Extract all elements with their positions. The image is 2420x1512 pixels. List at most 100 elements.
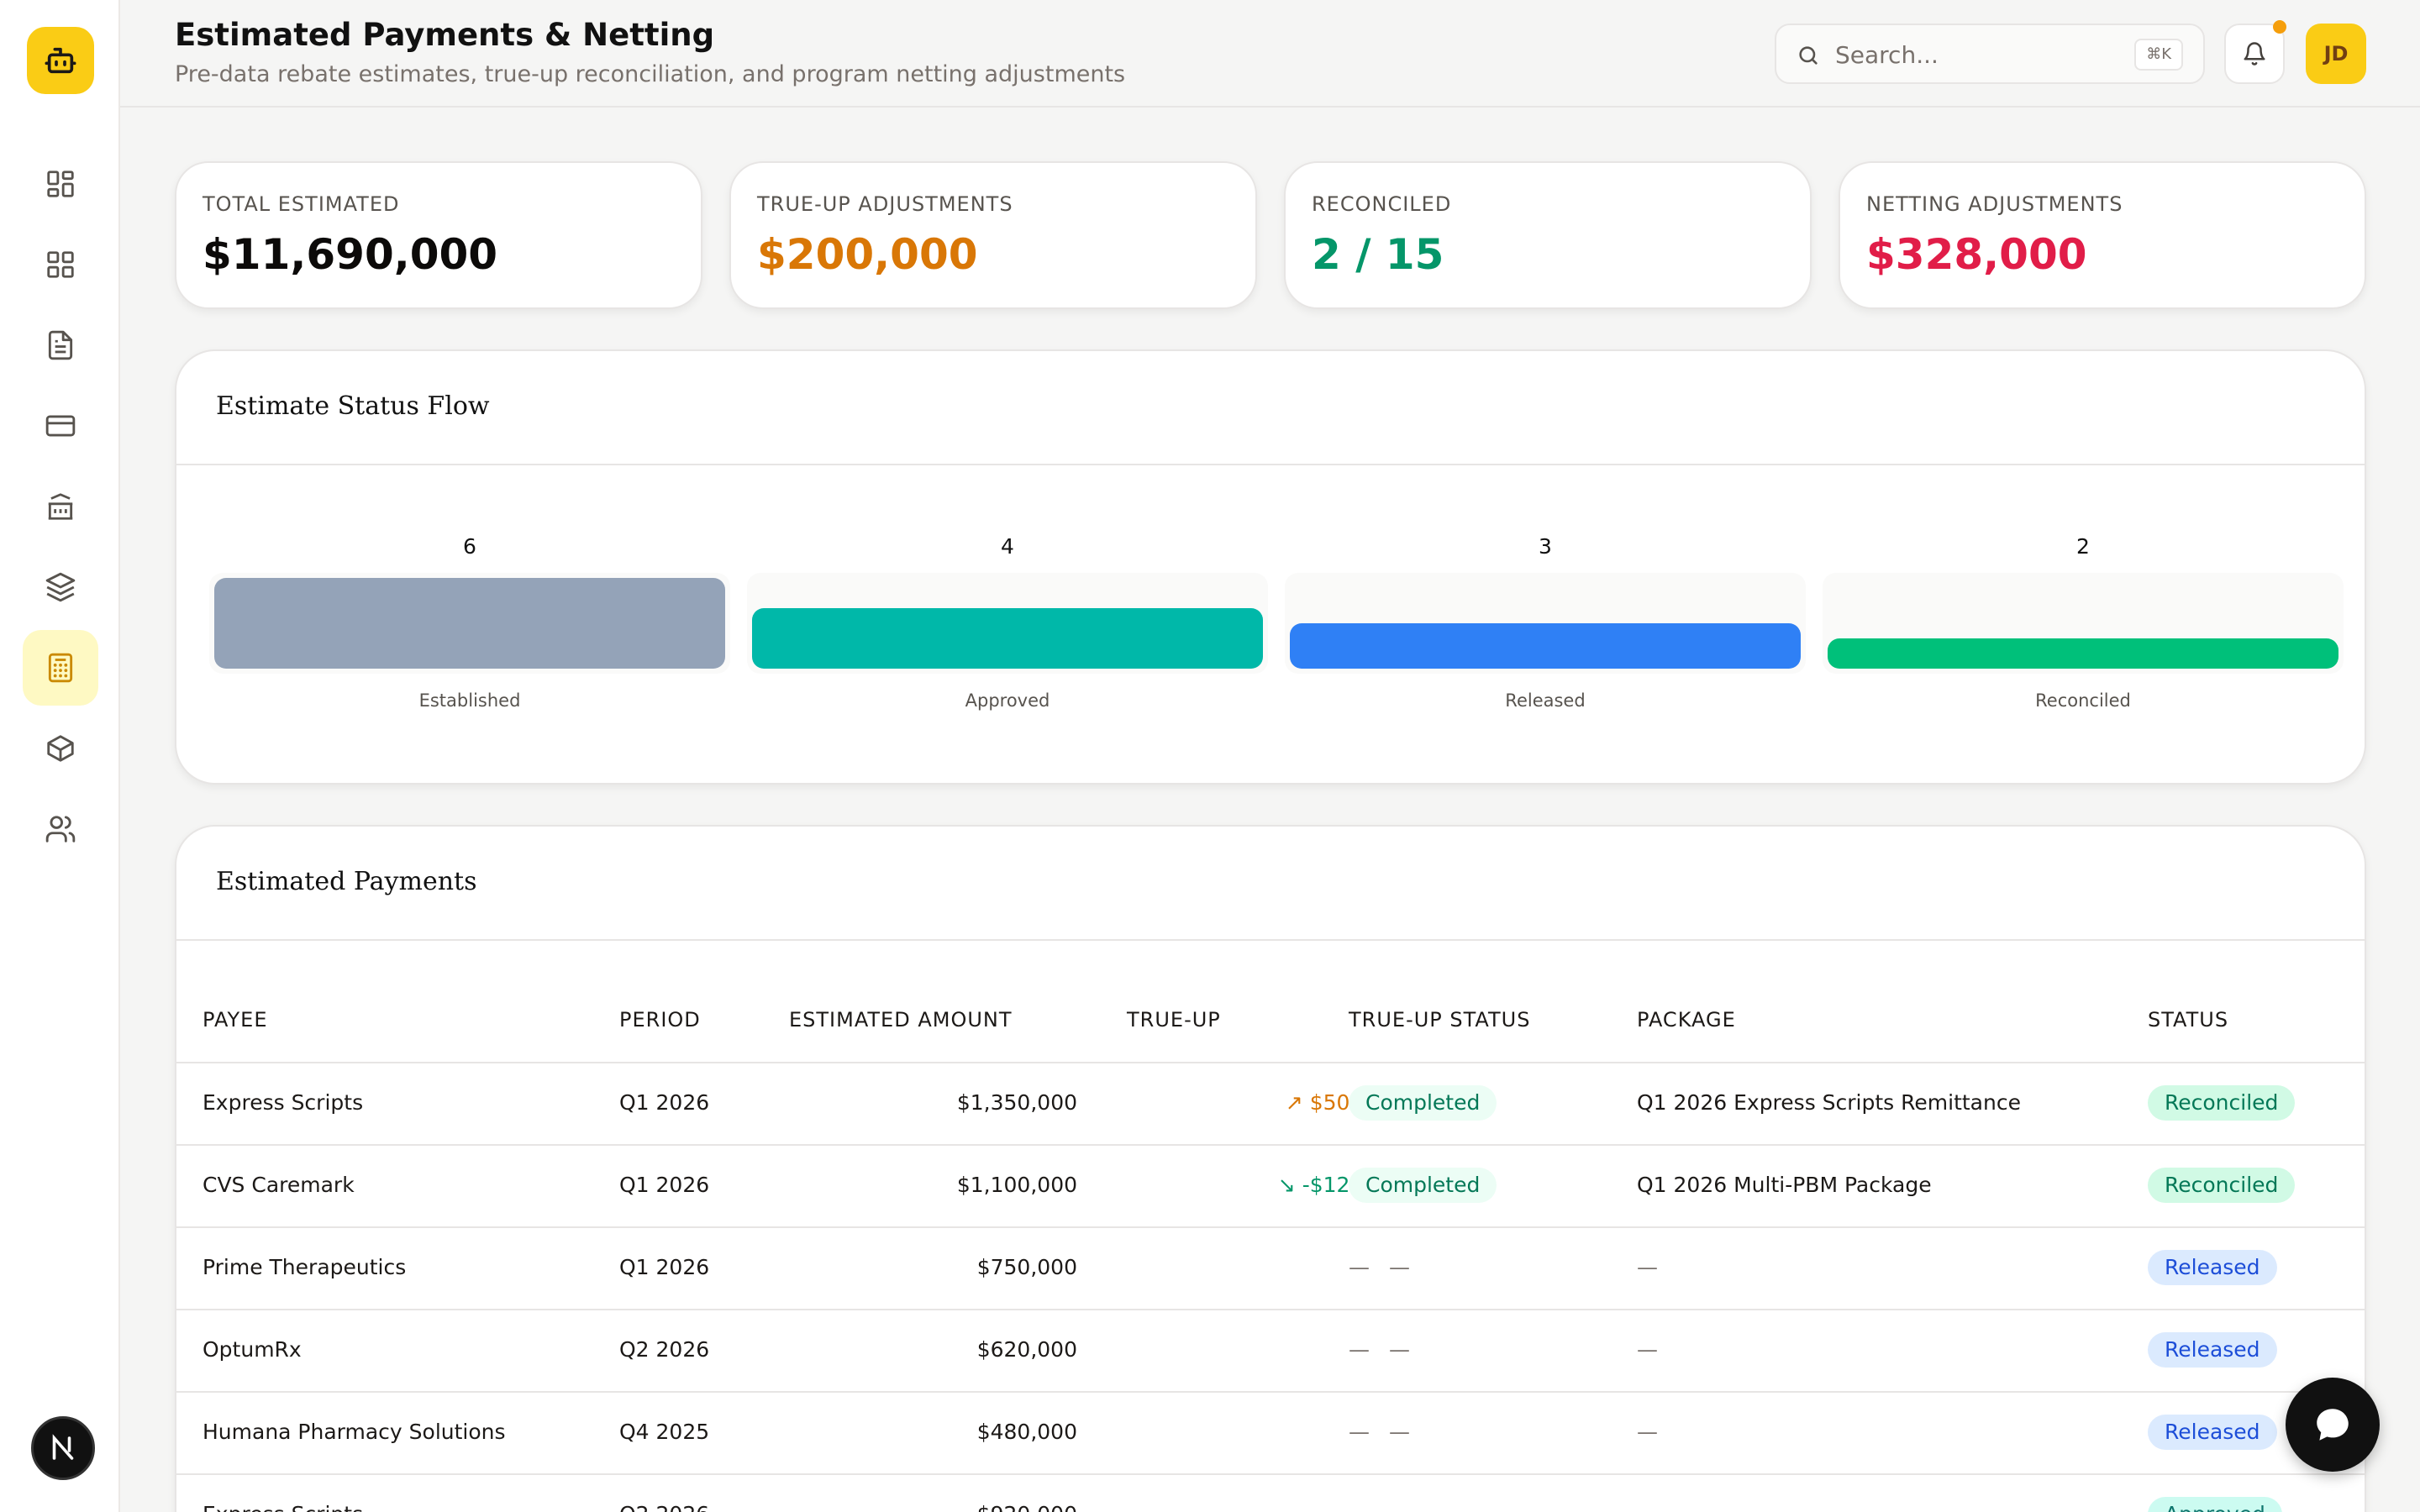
panel-divider xyxy=(176,939,2365,941)
table-row[interactable]: Express Scripts Q2 2026 $920,000 — — — A… xyxy=(176,1473,2365,1512)
cell-payee: Express Scripts xyxy=(203,1090,364,1115)
true-up-status-badge: Completed xyxy=(1349,1168,1497,1203)
grid-icon xyxy=(47,251,74,278)
stat-card-netting: NETTING ADJUSTMENTS $328,000 xyxy=(1839,161,2366,309)
cell-package[interactable]: Q1 2026 Express Scripts Remittance xyxy=(1637,1090,2021,1115)
cell-amount: $1,350,000 xyxy=(956,1090,1077,1115)
panel-title: Estimate Status Flow xyxy=(216,391,490,421)
package-icon xyxy=(47,735,74,762)
nav-grid[interactable] xyxy=(23,227,98,302)
cell-true-up: — xyxy=(1389,1337,1410,1362)
status-badge: Reconciled xyxy=(2148,1168,2296,1203)
column-header-payee[interactable]: PAYEE xyxy=(203,1008,268,1032)
nav-users[interactable] xyxy=(23,791,98,867)
cell-package[interactable]: Q1 2026 Multi-PBM Package xyxy=(1637,1173,1932,1197)
search-icon xyxy=(1799,46,1818,65)
stat-label: RECONCILED xyxy=(1312,192,1452,216)
cell-period: Q1 2026 xyxy=(619,1090,710,1115)
cell-payee: Prime Therapeutics xyxy=(203,1255,407,1279)
cell-true-up-status: — xyxy=(1349,1337,1370,1362)
flow-count: 6 xyxy=(463,534,476,559)
stat-card-total-estimated: TOTAL ESTIMATED $11,690,000 xyxy=(175,161,702,309)
flow-label: Established xyxy=(418,690,521,711)
flow-count: 3 xyxy=(1539,534,1552,559)
table-row[interactable]: Prime Therapeutics Q1 2026 $750,000 — — … xyxy=(176,1226,2365,1309)
trend-up-icon: ↗ xyxy=(1285,1090,1310,1115)
table-row[interactable]: Express Scripts Q1 2026 $1,350,000 ↗ $50… xyxy=(176,1062,2365,1144)
notification-dot xyxy=(2273,20,2286,34)
notifications-button[interactable] xyxy=(2224,24,2285,84)
flow-bar-released xyxy=(1290,623,1801,669)
cell-payee: CVS Caremark xyxy=(203,1173,355,1197)
cell-package: — xyxy=(1637,1255,1658,1279)
stat-card-true-up: TRUE-UP ADJUSTMENTS $200,000 xyxy=(729,161,1257,309)
nav-payments[interactable] xyxy=(23,388,98,464)
flow-label: Released xyxy=(1505,690,1586,711)
stat-value: $11,690,000 xyxy=(203,230,498,279)
panel-divider xyxy=(176,464,2365,465)
status-badge: Released xyxy=(2148,1332,2277,1368)
cell-true-up: — xyxy=(1389,1502,1410,1512)
nav-estimated-payments[interactable] xyxy=(23,630,98,706)
bot-icon xyxy=(45,47,76,74)
layers-icon xyxy=(45,572,76,602)
column-header-package[interactable]: PACKAGE xyxy=(1637,1008,1736,1032)
cell-amount: $920,000 xyxy=(977,1502,1077,1512)
column-header-true-up[interactable]: TRUE-UP xyxy=(1127,1008,1221,1032)
table-row[interactable]: Humana Pharmacy Solutions Q4 2025 $480,0… xyxy=(176,1391,2365,1473)
page-title: Estimated Payments & Netting xyxy=(175,17,715,53)
next-badge[interactable] xyxy=(31,1416,95,1480)
table-row[interactable]: CVS Caremark Q1 2026 $1,100,000 ↘ -$120,… xyxy=(176,1144,2365,1226)
cell-true-up: — xyxy=(1389,1255,1410,1279)
search-input[interactable]: Search... ⌘K xyxy=(1775,24,2205,84)
cell-true-up-status: — xyxy=(1349,1420,1370,1444)
table-row[interactable]: OptumRx Q2 2026 $620,000 — — — Released xyxy=(176,1309,2365,1391)
cell-package: — xyxy=(1637,1337,1658,1362)
cell-period: Q1 2026 xyxy=(619,1173,710,1197)
flow-column-approved[interactable]: 4 Approved xyxy=(747,351,1268,783)
document-icon xyxy=(48,330,73,360)
estimated-payments-panel: Estimated Payments PAYEE PERIOD ESTIMATE… xyxy=(175,825,2366,1512)
credit-card-icon xyxy=(45,415,76,437)
stat-card-reconciled: RECONCILED 2 / 15 xyxy=(1284,161,1812,309)
flow-bar-approved xyxy=(752,608,1263,669)
status-badge: Released xyxy=(2148,1250,2277,1285)
column-header-true-up-status[interactable]: TRUE-UP STATUS xyxy=(1349,1008,1531,1032)
nav-layers[interactable] xyxy=(23,549,98,625)
app-logo[interactable] xyxy=(27,27,94,94)
flow-track xyxy=(209,573,730,674)
stat-label: TRUE-UP ADJUSTMENTS xyxy=(757,192,1013,216)
chat-bubble-icon xyxy=(2317,1409,2349,1441)
flow-column-reconciled[interactable]: 2 Reconciled xyxy=(1823,351,2344,783)
flow-label: Reconciled xyxy=(2035,690,2131,711)
users-icon xyxy=(45,816,76,843)
flow-column-released[interactable]: 3 Released xyxy=(1285,351,1806,783)
cell-amount: $1,100,000 xyxy=(956,1173,1077,1197)
stat-value: $200,000 xyxy=(757,230,978,279)
cell-period: Q2 2026 xyxy=(619,1502,709,1512)
flow-column-established[interactable]: 6 Established xyxy=(209,351,730,783)
cell-payee: OptumRx xyxy=(203,1337,302,1362)
column-header-status[interactable]: STATUS xyxy=(2148,1008,2229,1032)
column-header-estimated-amount[interactable]: ESTIMATED AMOUNT xyxy=(789,1008,1013,1032)
flow-count: 2 xyxy=(2076,534,2090,559)
cell-true-up: — xyxy=(1389,1420,1410,1444)
nav-documents[interactable] xyxy=(23,307,98,383)
flow-track xyxy=(747,573,1268,674)
calculator-icon xyxy=(48,653,73,683)
flow-bar-established xyxy=(214,578,725,669)
column-header-period[interactable]: PERIOD xyxy=(619,1008,701,1032)
flow-label: Approved xyxy=(965,690,1050,711)
user-avatar[interactable]: JD xyxy=(2306,24,2366,84)
nav-packages[interactable] xyxy=(23,711,98,786)
nav-dashboard[interactable] xyxy=(23,146,98,222)
chat-button[interactable] xyxy=(2286,1378,2380,1472)
search-shortcut: ⌘K xyxy=(2134,39,2183,71)
panel-title: Estimated Payments xyxy=(216,867,477,896)
nav-bank[interactable] xyxy=(23,469,98,544)
cell-amount: $750,000 xyxy=(976,1255,1077,1279)
status-badge: Released xyxy=(2148,1415,2277,1450)
trend-down-icon: ↘ xyxy=(1277,1173,1302,1197)
cell-amount: $480,000 xyxy=(976,1420,1077,1444)
flow-count: 4 xyxy=(1001,534,1014,559)
